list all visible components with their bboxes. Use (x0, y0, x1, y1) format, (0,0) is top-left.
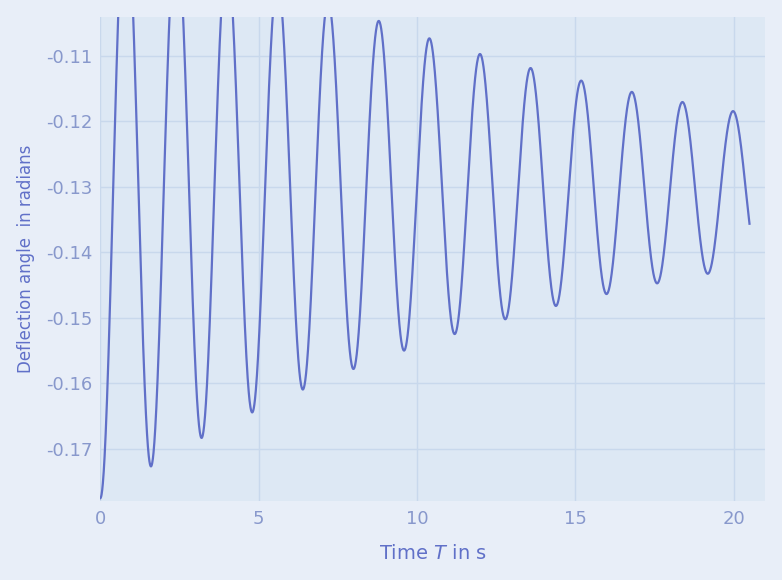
Y-axis label: Deflection angle  in radians: Deflection angle in radians (16, 145, 34, 373)
X-axis label: Time $T$ in s: Time $T$ in s (379, 545, 487, 563)
